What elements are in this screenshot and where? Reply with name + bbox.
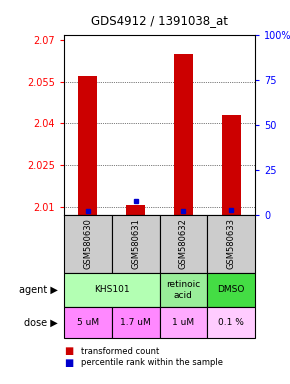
Text: DMSO: DMSO xyxy=(218,285,245,295)
Text: dose ▶: dose ▶ xyxy=(24,318,58,328)
Bar xyxy=(64,307,112,338)
Bar xyxy=(174,54,193,215)
Text: ■: ■ xyxy=(64,346,73,356)
Text: agent ▶: agent ▶ xyxy=(19,285,58,295)
Bar xyxy=(160,307,207,338)
Text: 5 uM: 5 uM xyxy=(77,318,99,327)
Text: transformed count: transformed count xyxy=(81,347,160,356)
Text: ■: ■ xyxy=(64,358,73,368)
Bar xyxy=(112,215,160,273)
Bar xyxy=(160,215,207,273)
Text: GDS4912 / 1391038_at: GDS4912 / 1391038_at xyxy=(91,14,228,27)
Bar xyxy=(207,215,255,273)
Text: GSM580632: GSM580632 xyxy=(179,218,188,269)
Text: GSM580630: GSM580630 xyxy=(83,218,92,269)
Bar xyxy=(160,273,207,307)
Bar xyxy=(112,307,160,338)
Text: KHS101: KHS101 xyxy=(94,285,129,295)
Text: 1.7 uM: 1.7 uM xyxy=(120,318,151,327)
Text: retinoic
acid: retinoic acid xyxy=(166,280,201,300)
Text: GSM580633: GSM580633 xyxy=(227,218,236,269)
Text: GSM580631: GSM580631 xyxy=(131,218,140,269)
Text: 0.1 %: 0.1 % xyxy=(218,318,244,327)
Text: percentile rank within the sample: percentile rank within the sample xyxy=(81,358,223,367)
Text: 1 uM: 1 uM xyxy=(172,318,195,327)
Bar xyxy=(64,215,112,273)
Bar xyxy=(222,115,241,215)
Bar xyxy=(64,273,160,307)
Bar xyxy=(78,76,97,215)
Bar xyxy=(207,273,255,307)
Bar xyxy=(207,307,255,338)
Bar xyxy=(126,205,145,215)
